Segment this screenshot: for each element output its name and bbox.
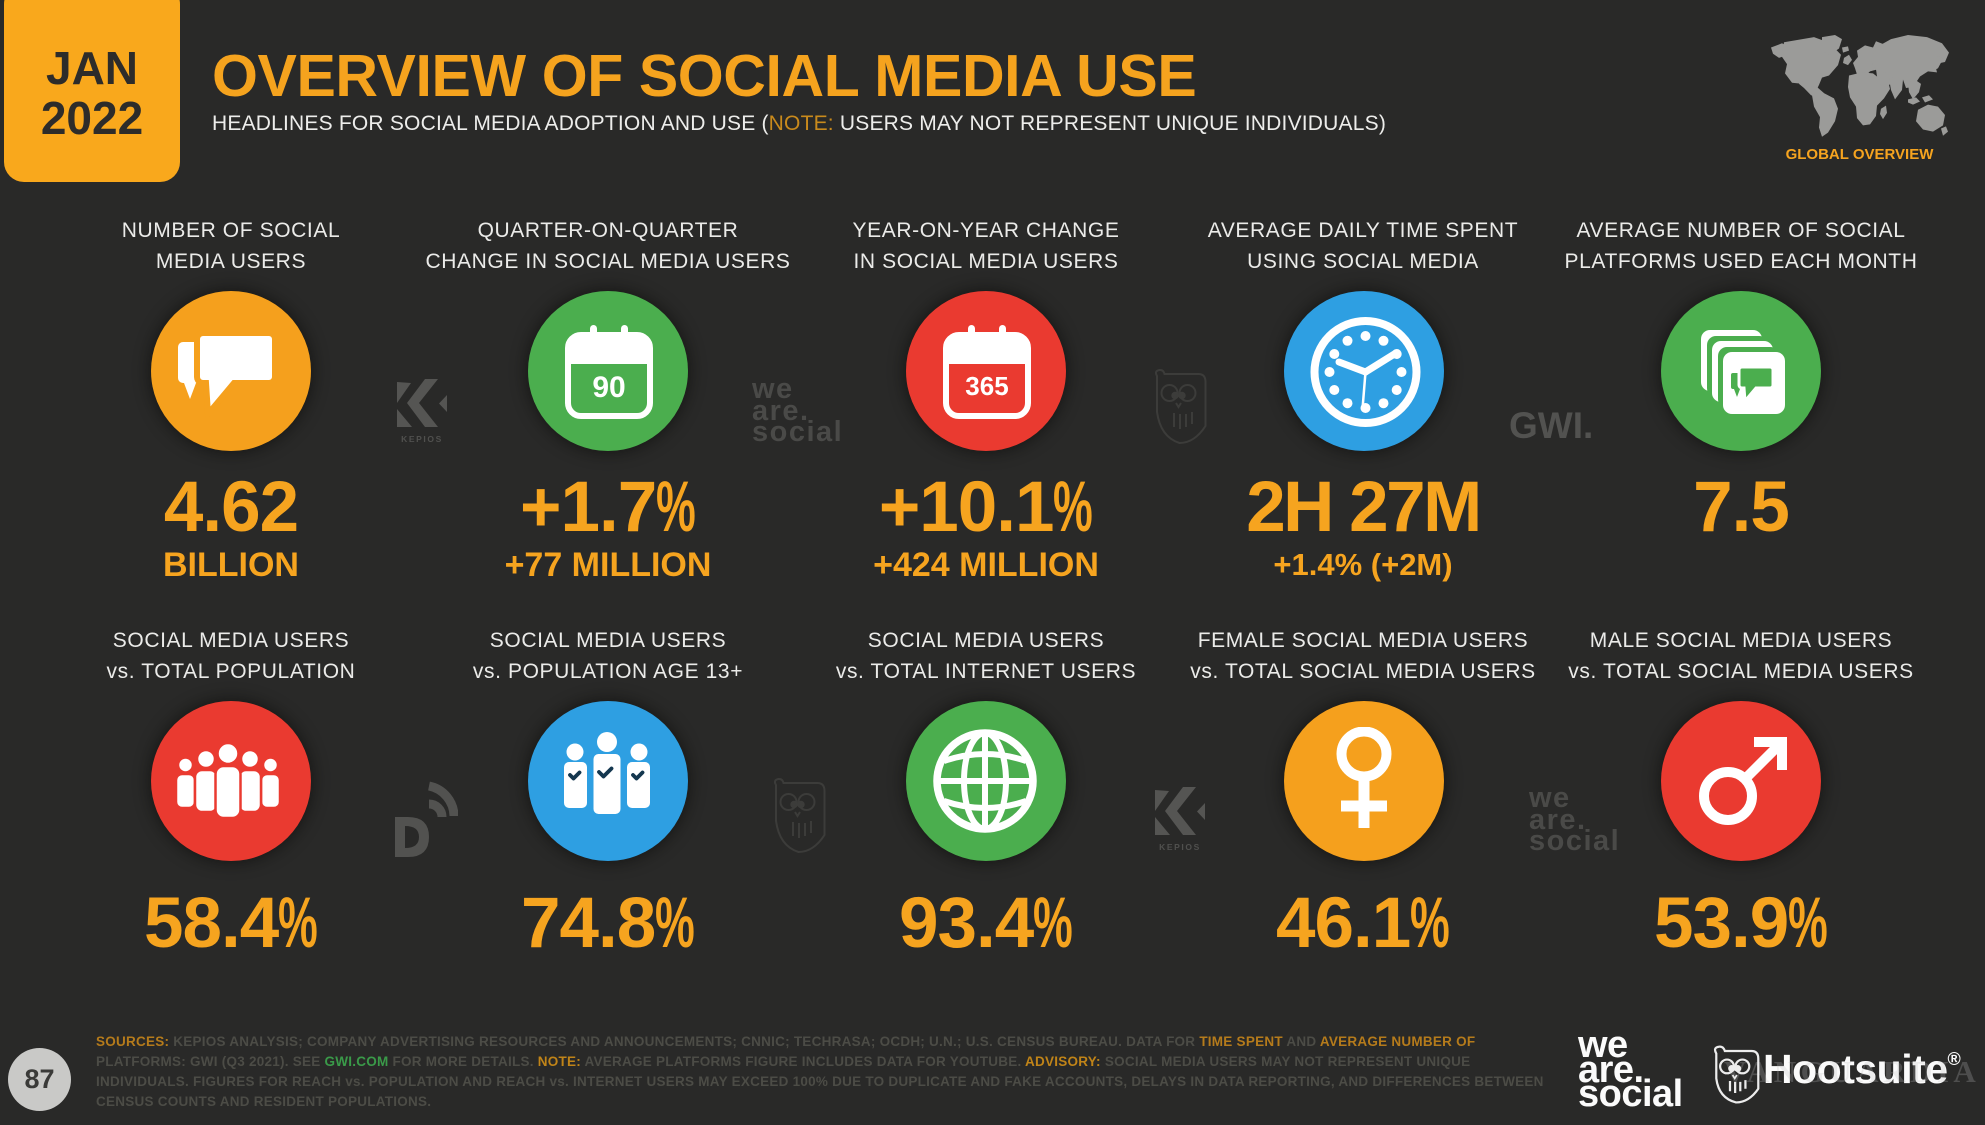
svg-text:KEPIOS: KEPIOS bbox=[1159, 842, 1201, 852]
svg-text:KEPIOS: KEPIOS bbox=[401, 434, 443, 444]
svg-text:90: 90 bbox=[592, 371, 625, 404]
svg-text:365: 365 bbox=[965, 371, 1008, 401]
